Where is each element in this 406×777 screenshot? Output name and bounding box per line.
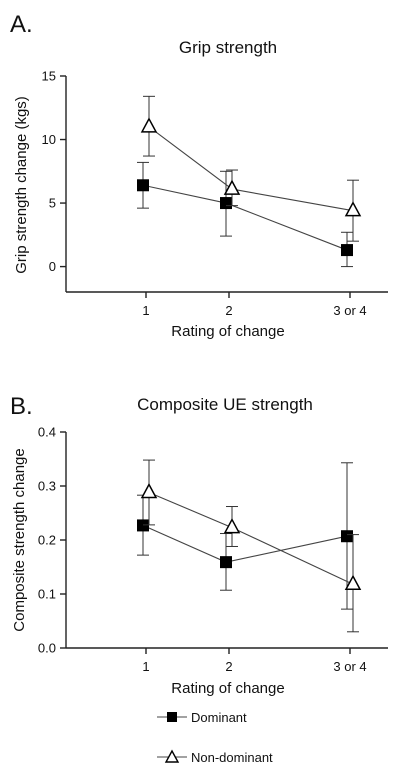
series-line-dominant [142, 184, 348, 251]
y-tick-label: 10 [42, 132, 56, 147]
data-point-dominant [137, 519, 149, 532]
legend-label-dominant: Dominant [191, 710, 247, 725]
series-line-non-dominant [148, 126, 354, 212]
y-tick-label: 0.2 [38, 533, 56, 548]
legend-label-non-dominant: Non-dominant [191, 750, 273, 765]
legend-item-non-dominant: Non-dominant [157, 749, 273, 765]
data-point-non-dominant [344, 201, 362, 217]
x-tick-label: 1 [142, 303, 149, 318]
x-tick-label: 3 or 4 [333, 303, 366, 318]
y-tick-label: 0 [49, 259, 56, 274]
panel-b-plot: 0.0 0.1 0.2 0.3 0.4 1 2 3 or 4 [38, 425, 388, 674]
data-point-dominant [137, 179, 149, 192]
x-tick-label: 2 [225, 659, 232, 674]
data-point-non-dominant [344, 574, 362, 591]
panel-a-ylabel: Grip strength change (kgs) [13, 96, 30, 274]
data-point-dominant [220, 556, 232, 569]
panel-b-xlabel: Rating of change [171, 680, 284, 697]
y-tick-label: 0.1 [38, 587, 56, 602]
data-point-non-dominant [140, 482, 158, 499]
series-line-dominant [142, 524, 348, 563]
legend-triangle-marker [164, 749, 180, 763]
y-tick-label: 0.4 [38, 425, 56, 440]
panel-b-title: Composite UE strength [137, 395, 313, 414]
data-point-dominant [341, 244, 353, 257]
data-point-non-dominant [140, 117, 158, 133]
data-point-non-dominant [223, 179, 241, 195]
panel-b-ylabel: Composite strength change [11, 448, 28, 631]
y-tick-label: 0.0 [38, 641, 56, 656]
x-tick-label: 1 [142, 659, 149, 674]
data-point-dominant [220, 197, 232, 210]
panel-a-xlabel: Rating of change [171, 323, 284, 340]
legend-item-dominant: Dominant [157, 710, 247, 725]
x-tick-label: 3 or 4 [333, 659, 366, 674]
y-tick-label: 15 [42, 69, 56, 84]
y-tick-label: 0.3 [38, 479, 56, 494]
series-line-non-dominant [148, 491, 354, 585]
panel-a-letter: A. [10, 11, 33, 38]
legend: Dominant Non-dominant [157, 710, 273, 765]
legend-square-marker [167, 712, 177, 722]
data-point-non-dominant [223, 517, 241, 534]
panel-a-plot: 0 5 10 15 1 2 3 or 4 [42, 69, 388, 318]
panel-a-title: Grip strength [179, 38, 277, 57]
x-tick-label: 2 [225, 303, 232, 318]
y-tick-label: 5 [49, 196, 56, 211]
data-point-dominant [341, 530, 353, 543]
panel-b-letter: B. [10, 393, 33, 420]
